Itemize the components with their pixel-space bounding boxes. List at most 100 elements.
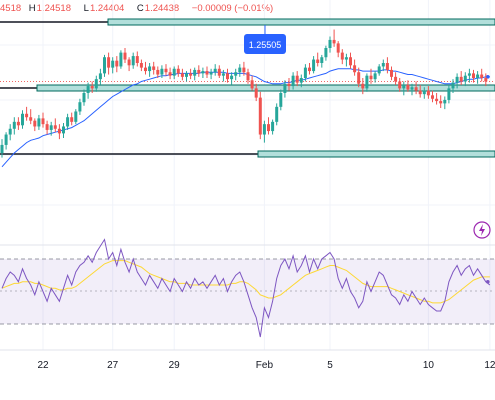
candle xyxy=(402,81,406,96)
candle-body xyxy=(201,71,205,74)
candle-body xyxy=(119,52,123,67)
candle-body xyxy=(66,117,70,127)
candle-body xyxy=(463,75,467,82)
candle xyxy=(316,52,320,67)
candle-body xyxy=(107,57,111,68)
candle xyxy=(320,54,324,68)
candle xyxy=(197,65,201,77)
x-tick-label: 5 xyxy=(327,360,333,371)
candle-body xyxy=(230,75,234,80)
candle-body xyxy=(238,67,242,73)
candle-body xyxy=(148,66,152,72)
candle xyxy=(33,118,37,132)
candle-body xyxy=(62,126,65,134)
candle-body xyxy=(29,117,33,121)
flag-icon[interactable] xyxy=(472,220,492,240)
candle xyxy=(349,52,352,69)
candle-body xyxy=(447,88,451,100)
candle-body xyxy=(57,128,61,134)
moving-average-line xyxy=(1,68,490,168)
x-tick-label: Feb xyxy=(256,360,274,371)
candle xyxy=(246,68,250,84)
candle xyxy=(230,72,234,85)
candle xyxy=(459,71,463,85)
candle xyxy=(176,65,180,77)
candle xyxy=(476,71,480,84)
rsi-ma-line xyxy=(1,260,490,304)
rsi-band xyxy=(0,259,495,324)
candle xyxy=(410,83,414,96)
candle-body xyxy=(234,72,238,76)
candle-body xyxy=(94,79,98,89)
candle xyxy=(45,120,49,135)
candle-body xyxy=(258,97,262,135)
candle xyxy=(287,78,291,91)
candle xyxy=(74,109,78,125)
candle-body xyxy=(250,80,254,89)
candle-body xyxy=(365,75,369,89)
candle xyxy=(279,89,283,111)
candle-body xyxy=(312,59,316,72)
x-axis: 22 27 29 Feb 5 10 12 xyxy=(0,349,495,371)
candle-body xyxy=(242,67,246,73)
candle-body xyxy=(410,87,414,90)
candle-body xyxy=(160,68,164,75)
candle-body xyxy=(398,81,402,89)
candle xyxy=(185,71,188,82)
candle-body xyxy=(115,60,119,67)
candle xyxy=(209,68,213,80)
candle-body xyxy=(344,57,348,60)
candle xyxy=(25,106,29,121)
candle xyxy=(12,117,16,135)
rsi-line xyxy=(1,238,491,338)
candle-body xyxy=(205,71,209,75)
candle-body xyxy=(86,86,90,93)
candle-body xyxy=(103,57,106,74)
candle xyxy=(94,75,98,92)
candle-body xyxy=(172,68,176,76)
candle-body xyxy=(480,74,484,78)
candle-body xyxy=(45,124,49,130)
candle xyxy=(467,68,471,83)
candle xyxy=(189,68,193,80)
candle-body xyxy=(316,59,320,63)
candle xyxy=(291,72,295,90)
rsi-pane xyxy=(0,238,495,338)
candle xyxy=(90,81,94,93)
candle-body xyxy=(267,124,270,132)
candle xyxy=(57,124,61,140)
x-tick-label: 12 xyxy=(484,360,495,371)
candle-body xyxy=(369,75,373,80)
candle xyxy=(344,53,348,67)
candle-body xyxy=(303,67,307,78)
candle-body xyxy=(90,86,94,89)
candle xyxy=(213,64,217,76)
candle-body xyxy=(262,124,266,135)
low-label: L xyxy=(83,3,89,14)
candle-body xyxy=(254,88,258,98)
candle xyxy=(221,69,225,82)
support-resistance-zones xyxy=(0,18,495,158)
candle-body xyxy=(4,134,8,145)
candle-body xyxy=(123,52,127,60)
price-marker: 1.25505 xyxy=(244,25,286,54)
candle-body xyxy=(135,56,139,63)
candle xyxy=(406,80,410,92)
low-value: 1.24404 xyxy=(89,3,125,14)
candle xyxy=(262,120,266,143)
candle xyxy=(312,56,316,74)
candle-body xyxy=(402,84,406,89)
candle-body xyxy=(98,73,102,80)
close-value: 1.24438 xyxy=(144,3,180,14)
candle xyxy=(308,63,311,75)
candle-body xyxy=(139,63,143,68)
candle xyxy=(127,57,131,72)
candle xyxy=(455,73,459,89)
candle-body xyxy=(451,82,455,89)
rsi-dot xyxy=(486,279,490,284)
candle xyxy=(373,71,377,83)
candle xyxy=(422,87,426,99)
candle-body xyxy=(193,69,197,76)
candle xyxy=(295,71,299,87)
